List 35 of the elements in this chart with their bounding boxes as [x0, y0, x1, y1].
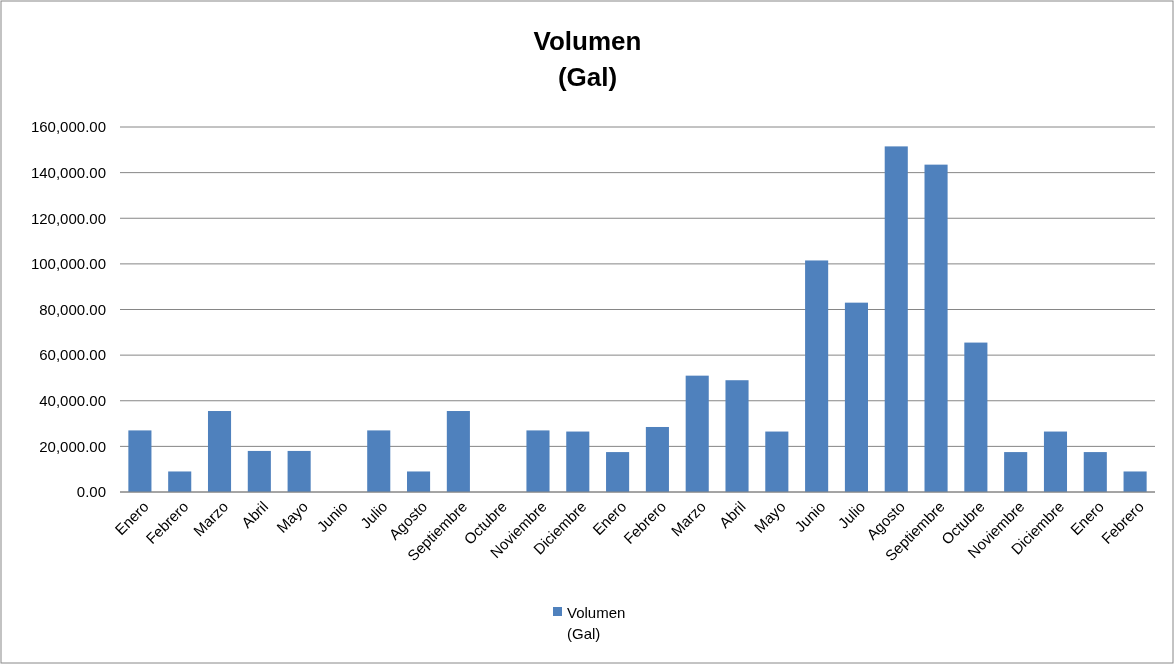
- bar: [1123, 471, 1147, 492]
- bar: [446, 411, 470, 492]
- y-tick-label: 160,000.00: [30, 118, 106, 136]
- bar: [606, 452, 630, 492]
- bar: [725, 380, 749, 492]
- y-tick-label: 100,000.00: [30, 255, 106, 273]
- y-tick-label: 0.00: [76, 483, 106, 501]
- bar: [247, 450, 271, 492]
- y-tick-label: 40,000.00: [39, 392, 106, 409]
- bar: [1043, 431, 1068, 492]
- bar: [128, 430, 152, 492]
- chart-title: Volumen (Gal): [533, 26, 642, 92]
- y-tick-label: 20,000.00: [39, 437, 106, 455]
- y-tick-label: 140,000.00: [30, 163, 106, 181]
- bar: [407, 471, 431, 492]
- bar: [207, 411, 232, 492]
- bar: [844, 302, 868, 492]
- bar: [566, 431, 590, 492]
- bar: [884, 146, 908, 492]
- legend-label: Volumen (Gal): [567, 604, 626, 642]
- bar: [287, 450, 311, 492]
- bar: [765, 431, 789, 492]
- y-tick-label: 120,000.00: [30, 209, 106, 227]
- bar: [168, 471, 192, 492]
- bar: [526, 430, 550, 492]
- y-tick-label: 80,000.00: [39, 300, 106, 318]
- bar: [367, 430, 391, 492]
- bar: [645, 426, 669, 492]
- bar: [805, 260, 829, 492]
- bar: [924, 164, 948, 492]
- bar: [685, 375, 709, 492]
- bar: [964, 342, 988, 492]
- bar: [1004, 452, 1028, 492]
- y-tick-label: 60,000.00: [39, 346, 106, 364]
- bar: [1083, 452, 1107, 492]
